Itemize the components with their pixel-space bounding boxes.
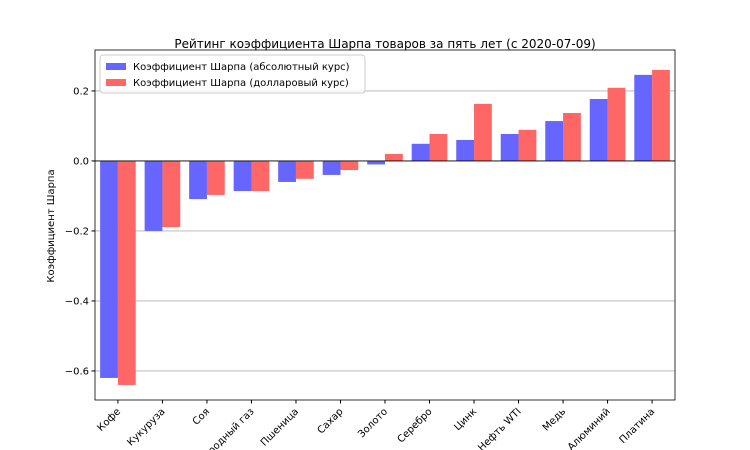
bar	[607, 87, 626, 161]
x-tick-label: Соя	[191, 406, 212, 427]
x-tick-label: Серебро	[396, 406, 435, 445]
bar	[144, 160, 163, 231]
legend-frame	[99, 54, 366, 94]
chart-title: Рейтинг коэффициента Шарпа товаров за пя…	[174, 37, 595, 51]
bar	[518, 129, 537, 161]
legend-swatch	[106, 79, 126, 86]
bar	[456, 139, 475, 161]
bar	[206, 160, 225, 195]
plot-frame	[94, 49, 676, 401]
bar	[162, 160, 181, 228]
x-tick-label: Золото	[356, 406, 390, 440]
legend-swatch	[106, 63, 126, 70]
x-tick-label: Нефть WTI	[476, 406, 523, 450]
x-tick-label: Алюминий	[566, 406, 613, 450]
bar	[251, 160, 270, 192]
bar	[295, 160, 314, 179]
y-tick-label: 0.2	[73, 86, 89, 97]
y-tick-label: −0.2	[65, 226, 89, 237]
bar	[322, 160, 341, 175]
bar	[474, 103, 492, 161]
y-axis-label: Коэффициент Шарпа	[46, 169, 57, 282]
bar	[411, 143, 430, 161]
x-tick-label: Сахар	[316, 406, 346, 436]
bar	[545, 121, 564, 161]
y-tick-label: −0.4	[65, 296, 89, 307]
bar	[100, 160, 118, 378]
y-tick-label: −0.6	[65, 366, 89, 377]
bar	[385, 153, 403, 161]
y-tick-label: 0.0	[73, 156, 89, 167]
bar	[500, 134, 519, 161]
legend-label: Коэффициент Шарпа (абсолютный курс)	[133, 62, 350, 73]
x-tick-label: Платина	[618, 406, 658, 446]
bar	[634, 74, 653, 161]
x-tick-label: Кофе	[96, 406, 124, 434]
legend-label: Коэффициент Шарпа (долларовый курс)	[133, 78, 349, 89]
bar	[189, 160, 207, 200]
bar	[429, 134, 448, 161]
x-tick-label: Цинк	[452, 406, 479, 433]
bar	[589, 99, 608, 161]
bar	[233, 160, 252, 192]
legend: Коэффициент Шарпа (абсолютный курс) Коэфф…	[99, 54, 366, 94]
x-tick-label: Кукуруза	[125, 406, 167, 448]
x-tick-label: Пшеница	[259, 406, 301, 448]
x-tick-label: Медь	[541, 406, 568, 433]
bar	[563, 113, 581, 161]
bar	[340, 160, 359, 171]
bar	[117, 160, 136, 385]
bar	[278, 160, 296, 182]
bar	[367, 160, 385, 165]
bar	[652, 69, 670, 161]
